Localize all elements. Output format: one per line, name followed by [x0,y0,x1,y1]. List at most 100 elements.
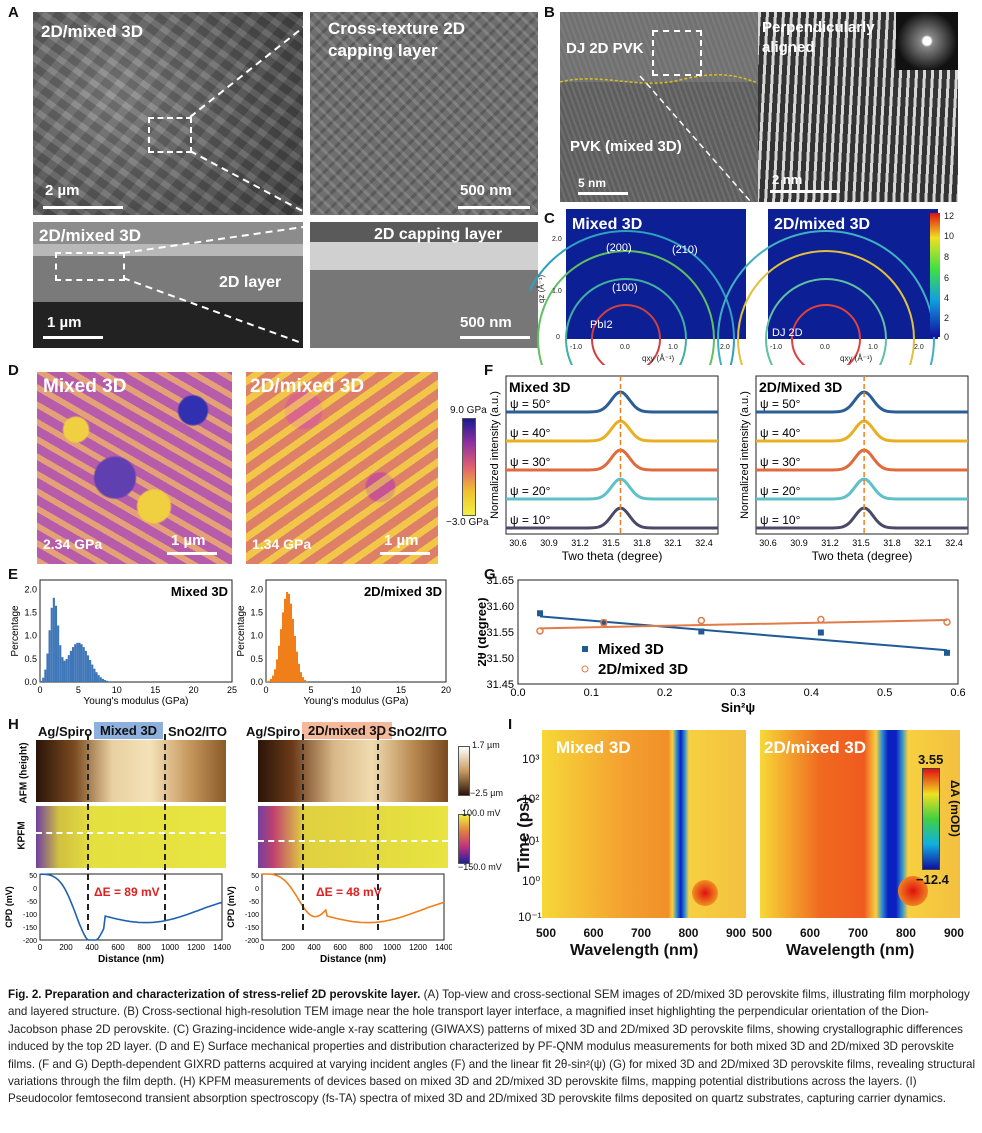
diffraction-curve [756,419,968,443]
histogram-bar [57,625,60,682]
x-tick-label: 400 [307,943,321,952]
c-ylabel: qz (Å⁻¹) [537,274,546,303]
data-point [817,615,825,624]
ta-cb-label: ΔA (mOD) [948,780,962,837]
ring-label-100: (100) [612,282,638,294]
modulus-map-2d: 2D/mixed 3D 1.34 GPa 1 µm [246,372,438,564]
x-tick-label: 30.9 [790,538,808,548]
psi-label: ψ = 20° [760,484,801,498]
cpd-plot-2d: ΔE = 48 mV 0 200 400 600 800 1000 1200 1400 50 0 -5… [226,873,452,965]
psi-label: ψ = 10° [510,513,551,527]
histogram-bar [282,612,284,682]
fit-line [539,615,948,652]
c-xlabel: qxy (Å⁻¹) [642,354,675,363]
y-tick-label: 50 [29,873,37,880]
x-tick-label: 1000 [161,943,179,952]
x-tick-label: 31.8 [883,538,901,548]
legend-label: 2D/mixed 3D [598,661,688,678]
gixrd-mixed: ψ = 50° ψ = 40° ψ = 30° ψ = 20° ψ = 10° Mixed… [489,375,719,563]
kpfm-map-mixed [36,806,226,868]
y-axis-label: Normalized intensity (a.u.) [489,391,501,519]
i-ytick: 10⁻¹ [518,910,542,924]
i-ytick: 10¹ [522,834,540,848]
histogram-bar [74,644,77,682]
histogram-bar [93,668,96,682]
h-right-layer-3: SnO2/ITO [388,724,447,739]
x-axis-label: Distance (nm) [98,954,164,965]
y-axis-label: Normalized intensity (a.u.) [739,391,751,519]
i-ytick: 10⁰ [522,874,541,888]
giwaxs-right-title: 2D/mixed 3D [774,216,870,233]
i-ytick: 10³ [522,752,540,766]
figure-caption: Fig. 2. Preparation and characterization… [8,986,976,1108]
psi-label: ψ = 40° [760,426,801,440]
histogram-bar [268,680,270,682]
x-tick-label: 25 [227,685,237,695]
histogram-bar [50,607,53,682]
histogram-bar [65,658,68,682]
histogram-bar [95,672,98,682]
plot-frame [517,579,959,685]
cb-tick: 0 [944,332,949,342]
y-tick-label: -50 [249,899,259,906]
c-xtick: 2.0 [720,344,730,351]
c-xtick: -1.0 [570,344,582,351]
scale-bar [43,336,103,339]
c-ytick: 2.0 [552,236,562,243]
i-xlabel-left: Wavelength (nm) [570,942,699,959]
fit-line [539,619,948,630]
histogram-bar [284,598,286,682]
boundary-line [302,734,304,930]
d-right-title: 2D/mixed 3D [250,376,365,397]
x-tick-label: 31.8 [633,538,651,548]
x-tick-label: 5 [76,685,81,695]
panel-label-a: A [8,4,19,21]
afm-cb-min: −2.5 µm [470,788,503,798]
i-ylabel: Time (ps) [514,796,533,872]
diffraction-curve [506,448,718,472]
scale-bar [578,192,628,195]
tem-inset: Perpendicularly aligned 2 nm [758,12,958,202]
c-xtick: 0.0 [620,344,630,351]
data-point [943,618,951,626]
histogram-bar [80,644,83,682]
sem-top-scale: 2 µm [45,182,80,199]
x-tick-label: 31.5 [602,538,620,548]
afm-colorbar [458,746,470,796]
kpfm-cb-min: −150.0 mV [458,862,502,872]
data-point [697,616,706,625]
histogram-bar [82,647,85,682]
c-xtick: 1.0 [668,344,678,351]
histogram-bar [302,677,304,682]
kpfm-map-2d [258,806,448,868]
panel-label-f: F [484,362,494,379]
x-tick-label: 30.6 [759,538,777,548]
y-tick-label: -50 [27,899,37,906]
tem-label-top: DJ 2D PVK [566,40,644,57]
chart-title: Mixed 3D [171,584,228,599]
histogram-bar [104,680,107,682]
histogram-bar [274,669,276,682]
cpd-curve [39,873,223,941]
x-axis-label: Two theta (degree) [812,549,913,563]
x-tick-label: 5 [308,685,313,695]
histogram-bar [44,669,47,682]
diffraction-curve [506,506,718,530]
legend-marker [581,665,589,673]
i-xtick: 900 [943,926,964,940]
data-point [817,629,824,636]
x-tick-label: 600 [333,943,347,952]
sem-cross-zoom-note: 2D capping layer [374,226,503,243]
x-tick-label: 20 [441,685,451,695]
i-left-title: Mixed 3D [556,738,631,757]
histogram-bar [52,597,55,682]
x-tick-label: 31.5 [852,538,870,548]
c-ytick: 0 [556,334,560,341]
x-tick-label: 1400 [213,943,231,952]
diffraction-curve [756,506,968,530]
histogram-bar [106,680,109,682]
chart-title: Mixed 3D [509,379,570,395]
diffraction-curve [506,419,718,443]
psi-label: ψ = 10° [760,513,801,527]
histogram-2d: 0 5 10 15 20 0.0 0.5 1.0 1.5 2.0 Young's modulus (… [236,579,451,707]
